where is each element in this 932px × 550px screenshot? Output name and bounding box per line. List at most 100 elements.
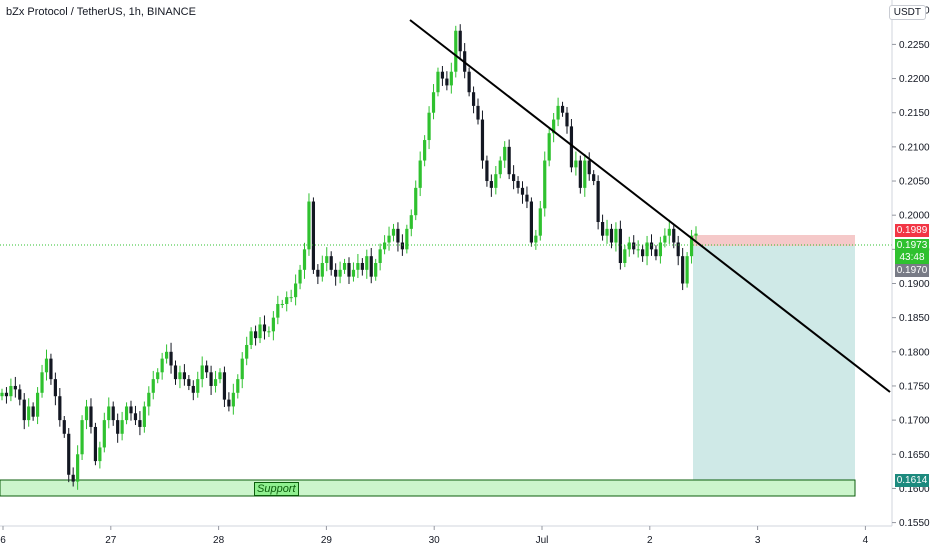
candle-down xyxy=(173,365,178,380)
candle-down xyxy=(13,385,17,390)
candle-up xyxy=(298,269,302,284)
candle-up xyxy=(503,146,507,161)
candle-up xyxy=(534,235,538,243)
candle-down xyxy=(587,160,591,175)
candle-up xyxy=(160,358,164,373)
candle-up xyxy=(276,303,280,318)
price-tick-label: 0.2100 xyxy=(899,142,930,153)
price-tick-label: 0.1900 xyxy=(899,279,930,290)
candle-up xyxy=(351,269,356,277)
candle-down xyxy=(369,256,373,277)
candle-up xyxy=(27,406,31,421)
candle-down xyxy=(360,263,364,270)
candle-up xyxy=(0,392,4,397)
candle-up xyxy=(44,358,49,373)
candle-up xyxy=(9,385,13,397)
price-tick-label: 0.1700 xyxy=(899,416,930,427)
candle-up xyxy=(178,372,182,380)
candle-up xyxy=(80,420,84,455)
candle-down xyxy=(89,406,93,427)
candle-down xyxy=(600,222,605,236)
candle-up xyxy=(498,160,502,175)
candle-up xyxy=(547,133,551,161)
candle-up xyxy=(405,228,409,250)
candle-up xyxy=(387,235,391,243)
price-tick-label: 0.1850 xyxy=(899,313,930,324)
candle-up xyxy=(378,249,382,263)
symbol-title[interactable]: bZx Protocol / TetherUS, 1h, BINANCE xyxy=(6,6,196,18)
trendline[interactable] xyxy=(409,19,891,393)
candle-down xyxy=(227,399,231,407)
candle-up xyxy=(307,201,311,250)
candle-down xyxy=(67,433,71,475)
price-tick-label: 0.1600 xyxy=(899,484,930,495)
candle-down xyxy=(400,242,404,250)
candle-down xyxy=(476,105,480,120)
candle-down xyxy=(129,406,133,414)
candle-up xyxy=(102,420,106,448)
candle-down xyxy=(222,372,227,400)
candle-up xyxy=(294,283,298,298)
candle-down xyxy=(569,126,574,168)
currency-button[interactable]: USDT xyxy=(888,5,926,20)
candle-up xyxy=(342,263,347,270)
candle-up xyxy=(583,160,587,188)
candle-down xyxy=(516,181,520,188)
candle-up xyxy=(200,365,204,380)
candle-down xyxy=(62,420,66,434)
countdown-tag: 43:48 xyxy=(895,251,929,264)
candle-down xyxy=(31,406,35,417)
time-tick-label: 2 xyxy=(647,535,653,546)
candle-down xyxy=(111,406,115,421)
candle-up xyxy=(667,228,671,236)
time-tick-label: Jul xyxy=(536,535,549,546)
price-tick-label: 0.2150 xyxy=(899,108,930,119)
time-tick-label: 27 xyxy=(105,535,117,546)
candle-up xyxy=(627,242,631,250)
candle-up xyxy=(694,233,698,236)
time-axis[interactable]: 6 27 28 29 30 Jul 2 3 4 xyxy=(0,526,869,546)
candle-down xyxy=(191,385,195,393)
candle-up xyxy=(165,351,169,359)
candle-up xyxy=(338,269,342,277)
candle-down xyxy=(578,160,582,188)
candle-up xyxy=(538,208,542,236)
candle-up xyxy=(325,256,329,263)
candle-up xyxy=(365,256,369,270)
last-price-tag: 0.1973 xyxy=(895,239,929,252)
price-tick-label: 0.1650 xyxy=(899,450,930,461)
candle-up xyxy=(382,242,387,250)
candle-down xyxy=(641,249,645,257)
candle-down xyxy=(71,474,75,482)
candle-down xyxy=(471,92,476,106)
candle-down xyxy=(672,228,676,243)
candle-down xyxy=(4,392,9,397)
candle-up xyxy=(271,317,275,332)
candle-down xyxy=(116,420,120,434)
candle-up xyxy=(84,406,89,421)
candle-up xyxy=(151,379,155,393)
candle-up xyxy=(285,297,289,304)
candle-down xyxy=(525,194,529,202)
candle-up xyxy=(280,303,284,305)
candle-down xyxy=(138,420,142,427)
candle-down xyxy=(512,174,516,182)
candle-up xyxy=(147,392,151,407)
candle-up xyxy=(418,160,422,188)
candle-down xyxy=(169,351,173,366)
support-zone xyxy=(0,479,856,497)
candle-down xyxy=(480,119,485,161)
candle-down xyxy=(53,379,57,397)
candle-up xyxy=(436,71,440,93)
candle-up xyxy=(636,249,640,251)
candle-down xyxy=(334,269,338,277)
price-tick-label: 0.1750 xyxy=(899,381,930,392)
candle-down xyxy=(520,187,525,195)
candle-up xyxy=(543,160,547,209)
candle-up xyxy=(240,358,244,380)
price-tick-label: 0.2000 xyxy=(899,211,930,222)
candle-up xyxy=(320,263,324,277)
time-tick-label: 3 xyxy=(755,535,761,546)
candle-up xyxy=(156,372,160,380)
